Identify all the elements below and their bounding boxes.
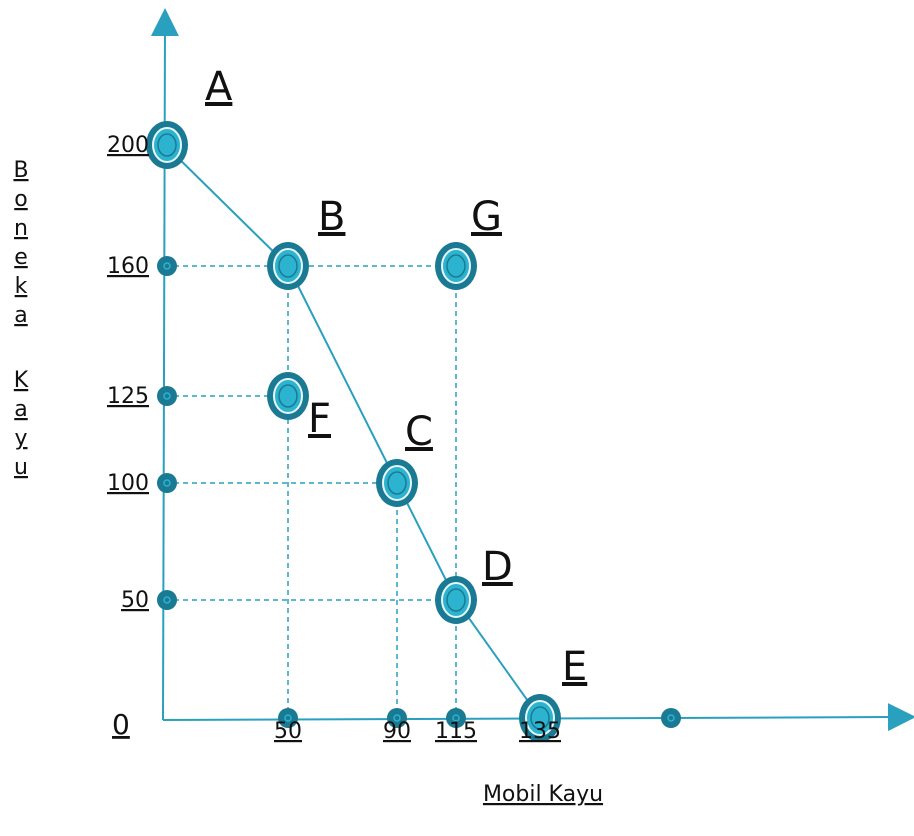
point-label-G: G: [471, 194, 502, 240]
y-axis-letter: e: [14, 245, 28, 270]
y-marker-100: [157, 473, 177, 493]
point-label-C: C: [405, 409, 433, 455]
x-marker-90-inner: [393, 714, 401, 722]
y-tick-200: 200: [107, 133, 149, 158]
y-marker-125-inner: [163, 392, 171, 400]
point-A-ring: [157, 133, 177, 157]
point-label-D: D: [482, 544, 513, 590]
point-label-F: F: [308, 396, 331, 442]
y-marker-50-inner: [163, 596, 171, 604]
y-axis-letter: n: [14, 216, 28, 241]
point-B-inner: [273, 248, 303, 284]
point-F-inner: [273, 378, 303, 414]
y-axis-letter: a: [14, 303, 27, 328]
guide-lines: [165, 265, 457, 718]
x-marker-115: [446, 708, 466, 728]
x-marker-175-inner: [667, 714, 675, 722]
point-label-E: E: [562, 644, 587, 690]
markers: [146, 121, 681, 742]
y-axis-letter: u: [14, 455, 28, 480]
y-marker-50: [157, 590, 177, 610]
y-axis-letter: k: [15, 274, 28, 299]
y-tick-125: 125: [107, 384, 149, 409]
point-G-inner: [441, 248, 471, 284]
y-marker-160-inner: [163, 262, 171, 270]
point-label-B: B: [318, 194, 345, 240]
x-tick-135: 135: [519, 719, 561, 744]
point-G-ring: [446, 254, 466, 278]
x-marker-175: [661, 708, 681, 728]
point-B-ring: [278, 254, 298, 278]
point-label-A: A: [205, 64, 233, 110]
point-C-ring: [387, 471, 407, 495]
x-tick-50: 50: [274, 719, 302, 744]
y-axis-letter: K: [14, 368, 29, 393]
y-tick-50: 50: [121, 588, 149, 613]
y-marker-100-inner: [163, 479, 171, 487]
x-marker-50: [278, 708, 298, 728]
point-D-inner: [441, 582, 471, 618]
labels: A B C D E F G 200 160 125 100 50 50 90 115 135: [107, 64, 587, 744]
x-marker-50-inner: [284, 714, 292, 722]
origin-label: 0: [112, 708, 130, 741]
y-tick-160: 160: [107, 254, 149, 279]
y-axis-letter: B: [13, 158, 28, 183]
y-axis-letter: o: [14, 187, 27, 212]
y-tick-100: 100: [107, 471, 149, 496]
y-marker-160: [157, 256, 177, 276]
y-marker-125: [157, 386, 177, 406]
point-D-ring: [446, 588, 466, 612]
y-axis-letter: y: [14, 426, 27, 451]
point-C-inner: [382, 465, 412, 501]
point-A-inner: [152, 127, 182, 163]
point-F-ring: [278, 384, 298, 408]
x-axis-label: Mobil Kayu: [483, 782, 603, 807]
y-axis-letter: a: [14, 397, 27, 422]
x-marker-115-inner: [452, 714, 460, 722]
x-tick-115: 115: [435, 719, 477, 744]
point-E-ring: [530, 706, 550, 730]
x-tick-90: 90: [383, 719, 411, 744]
x-marker-90: [387, 708, 407, 728]
x-axis-title: Mobil Kayu: [483, 782, 603, 807]
point-E-inner: [525, 700, 555, 736]
